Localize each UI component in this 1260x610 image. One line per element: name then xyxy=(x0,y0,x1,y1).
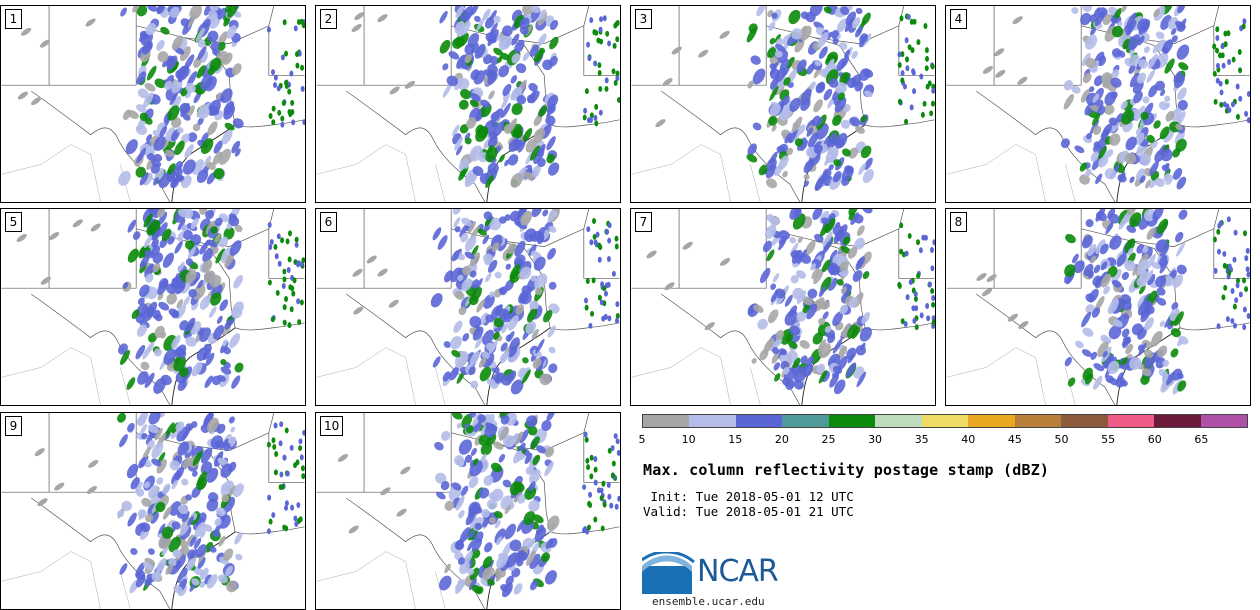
ensemble-member-panel: 4 xyxy=(945,5,1251,203)
map-canvas xyxy=(631,209,935,405)
ncar-logo: NCAR xyxy=(641,550,802,596)
ncar-logo-text: NCAR xyxy=(697,554,779,589)
colorbar-segment xyxy=(689,415,736,427)
colorbar-tick-label: 10 xyxy=(681,433,696,446)
colorbar-segment xyxy=(968,415,1015,427)
member-number-label: 7 xyxy=(635,212,652,232)
colorbar-segments xyxy=(642,414,1248,428)
colorbar-tick-label: 40 xyxy=(961,433,976,446)
reflectivity-colorbar: 5 10 15 20 25 30 35 40 45 50 55 60 65 xyxy=(638,414,1248,450)
colorbar-tick-label: 60 xyxy=(1147,433,1162,446)
colorbar-tick-label: 55 xyxy=(1101,433,1116,446)
ncar-swoosh-icon xyxy=(641,550,695,594)
map-canvas xyxy=(316,413,620,609)
colorbar-tick-label: 65 xyxy=(1194,433,1209,446)
colorbar-segment xyxy=(828,415,876,427)
map-canvas xyxy=(1,413,305,609)
member-number-label: 1 xyxy=(5,9,22,29)
colorbar-tick-label: 35 xyxy=(914,433,929,446)
colorbar-tick-label: 45 xyxy=(1007,433,1022,446)
colorbar-segment xyxy=(875,415,922,427)
colorbar-tick-label: 20 xyxy=(774,433,789,446)
member-number-label: 4 xyxy=(950,9,967,29)
colorbar-segment xyxy=(1200,415,1248,427)
member-number-label: 6 xyxy=(320,212,337,232)
figure-title: Max. column reflectivity postage stamp (… xyxy=(643,461,1050,479)
map-canvas xyxy=(946,6,1250,202)
member-number-label: 10 xyxy=(320,416,344,436)
colorbar-segment xyxy=(1107,415,1155,427)
member-number-label: 8 xyxy=(950,212,967,232)
colorbar-segment xyxy=(1014,415,1062,427)
ensemble-member-panel: 10 xyxy=(315,412,621,610)
colorbar-segment xyxy=(1154,415,1201,427)
map-canvas xyxy=(1,6,305,202)
colorbar-segment xyxy=(782,415,829,427)
ensemble-member-panel: 1 xyxy=(0,5,306,203)
member-number-label: 5 xyxy=(5,212,22,232)
ensemble-member-panel: 9 xyxy=(0,412,306,610)
init-time: Init: Tue 2018-05-01 12 UTC xyxy=(643,489,854,504)
ensemble-member-panel: 6 xyxy=(315,208,621,406)
ensemble-member-panel: 2 xyxy=(315,5,621,203)
member-number-label: 2 xyxy=(320,9,337,29)
map-canvas xyxy=(946,209,1250,405)
colorbar-tick-label: 5 xyxy=(638,433,646,446)
colorbar-segment xyxy=(1061,415,1108,427)
valid-time: Valid: Tue 2018-05-01 21 UTC xyxy=(643,504,854,519)
colorbar-segment xyxy=(735,415,783,427)
colorbar-tick-label: 30 xyxy=(868,433,883,446)
ensemble-member-panel: 5 xyxy=(0,208,306,406)
ensemble-member-panel: 7 xyxy=(630,208,936,406)
colorbar-tick-label: 25 xyxy=(821,433,836,446)
ensemble-member-panel: 8 xyxy=(945,208,1251,406)
ensemble-member-panel: 3 xyxy=(630,5,936,203)
colorbar-segment xyxy=(643,415,690,427)
site-url: ensemble.ucar.edu xyxy=(652,595,765,608)
map-canvas xyxy=(1,209,305,405)
colorbar-segment xyxy=(921,415,969,427)
map-canvas xyxy=(316,209,620,405)
map-canvas xyxy=(316,6,620,202)
colorbar-tick-label: 50 xyxy=(1054,433,1069,446)
map-canvas xyxy=(631,6,935,202)
member-number-label: 3 xyxy=(635,9,652,29)
colorbar-tick-label: 15 xyxy=(728,433,743,446)
member-number-label: 9 xyxy=(5,416,22,436)
